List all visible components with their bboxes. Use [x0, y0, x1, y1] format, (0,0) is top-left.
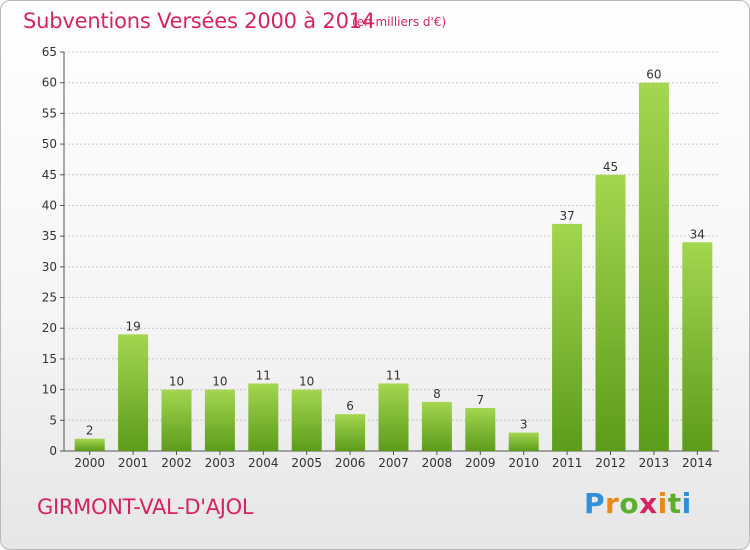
bar	[595, 174, 626, 451]
x-tick-label: 2011	[552, 456, 583, 470]
y-tick-label: 45	[42, 168, 57, 182]
x-tick-label: 2007	[378, 456, 409, 470]
x-tick-label: 2012	[595, 456, 626, 470]
bar	[552, 223, 583, 451]
bar	[248, 383, 279, 451]
bar-value-label: 37	[559, 209, 574, 223]
bar	[204, 389, 235, 451]
x-tick-label: 2004	[248, 456, 279, 470]
bar	[291, 389, 322, 451]
y-tick-label: 10	[42, 383, 57, 397]
bar-value-label: 10	[212, 375, 227, 389]
bar-value-label: 6	[346, 399, 354, 413]
bar-value-label: 11	[256, 368, 271, 382]
bar	[465, 408, 496, 451]
y-tick-label: 15	[42, 352, 57, 366]
bar-value-label: 19	[125, 319, 140, 333]
bar	[118, 334, 149, 451]
bar-value-label: 34	[690, 227, 705, 241]
bar	[638, 82, 669, 451]
bar-value-label: 60	[646, 68, 661, 82]
x-tick-label: 2006	[335, 456, 366, 470]
y-tick-label: 65	[42, 45, 57, 59]
chart-title: Subventions Versées 2000 à 2014	[23, 9, 376, 33]
bar-value-label: 3	[520, 418, 528, 432]
y-tick-label: 5	[49, 413, 57, 427]
x-tick-label: 2000	[74, 456, 105, 470]
bar-value-label: 8	[433, 387, 441, 401]
bar	[74, 438, 105, 451]
bar	[421, 401, 452, 451]
town-name: GIRMONT-VAL-D'AJOL	[37, 495, 254, 519]
y-tick-label: 0	[49, 444, 57, 458]
y-tick-label: 20	[42, 321, 57, 335]
brand-logo: Proxiti	[584, 487, 692, 520]
y-tick-label: 35	[42, 229, 57, 243]
bar-value-label: 10	[169, 375, 184, 389]
x-tick-label: 2008	[422, 456, 453, 470]
bar-value-label: 10	[299, 375, 314, 389]
y-tick-label: 60	[42, 76, 57, 90]
bar	[378, 383, 409, 451]
x-tick-label: 2005	[291, 456, 322, 470]
x-tick-label: 2003	[205, 456, 236, 470]
bar-value-label: 7	[476, 393, 484, 407]
bar	[508, 432, 539, 451]
x-tick-label: 2009	[465, 456, 496, 470]
chart-unit: (en milliers d'€)	[352, 15, 447, 29]
bar	[682, 242, 713, 451]
bar-value-label: 2	[86, 424, 94, 438]
y-tick-label: 25	[42, 291, 57, 305]
bar	[161, 389, 192, 451]
bar	[335, 414, 366, 451]
y-tick-label: 50	[42, 137, 57, 151]
x-tick-label: 2001	[118, 456, 149, 470]
x-tick-label: 2013	[639, 456, 670, 470]
x-tick-label: 2010	[508, 456, 539, 470]
bar-value-label: 45	[603, 160, 618, 174]
x-tick-label: 2002	[161, 456, 192, 470]
bar-value-label: 11	[386, 368, 401, 382]
y-tick-label: 30	[42, 260, 57, 274]
y-tick-label: 55	[42, 106, 57, 120]
y-tick-label: 40	[42, 198, 57, 212]
x-tick-label: 2014	[682, 456, 713, 470]
